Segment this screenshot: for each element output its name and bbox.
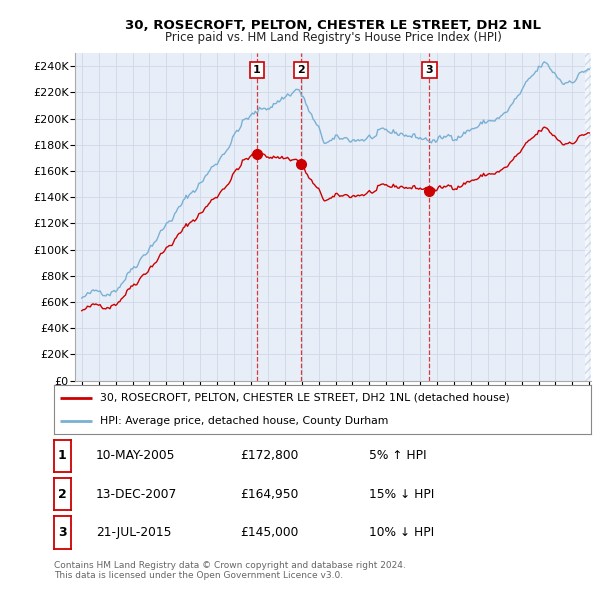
- Text: HPI: Average price, detached house, County Durham: HPI: Average price, detached house, Coun…: [100, 416, 388, 426]
- Bar: [585, 53, 591, 381]
- Text: 10-MAY-2005: 10-MAY-2005: [96, 449, 176, 463]
- Text: 13-DEC-2007: 13-DEC-2007: [96, 487, 177, 501]
- Text: 1: 1: [253, 65, 261, 75]
- Text: 1: 1: [58, 449, 67, 463]
- Text: 10% ↓ HPI: 10% ↓ HPI: [369, 526, 434, 539]
- Text: 3: 3: [425, 65, 433, 75]
- Text: 15% ↓ HPI: 15% ↓ HPI: [369, 487, 434, 501]
- Text: £145,000: £145,000: [240, 526, 298, 539]
- Text: 30, ROSECROFT, PELTON, CHESTER LE STREET, DH2 1NL: 30, ROSECROFT, PELTON, CHESTER LE STREET…: [125, 19, 541, 32]
- Text: 3: 3: [58, 526, 67, 539]
- Text: £172,800: £172,800: [240, 449, 298, 463]
- Bar: [585, 53, 593, 381]
- Text: 21-JUL-2015: 21-JUL-2015: [96, 526, 172, 539]
- Text: This data is licensed under the Open Government Licence v3.0.: This data is licensed under the Open Gov…: [54, 571, 343, 580]
- Text: Price paid vs. HM Land Registry's House Price Index (HPI): Price paid vs. HM Land Registry's House …: [164, 31, 502, 44]
- Text: 5% ↑ HPI: 5% ↑ HPI: [369, 449, 427, 463]
- Text: £164,950: £164,950: [240, 487, 298, 501]
- Text: 2: 2: [58, 487, 67, 501]
- Text: Contains HM Land Registry data © Crown copyright and database right 2024.: Contains HM Land Registry data © Crown c…: [54, 560, 406, 569]
- Text: 2: 2: [297, 65, 305, 75]
- Text: 30, ROSECROFT, PELTON, CHESTER LE STREET, DH2 1NL (detached house): 30, ROSECROFT, PELTON, CHESTER LE STREET…: [100, 393, 509, 403]
